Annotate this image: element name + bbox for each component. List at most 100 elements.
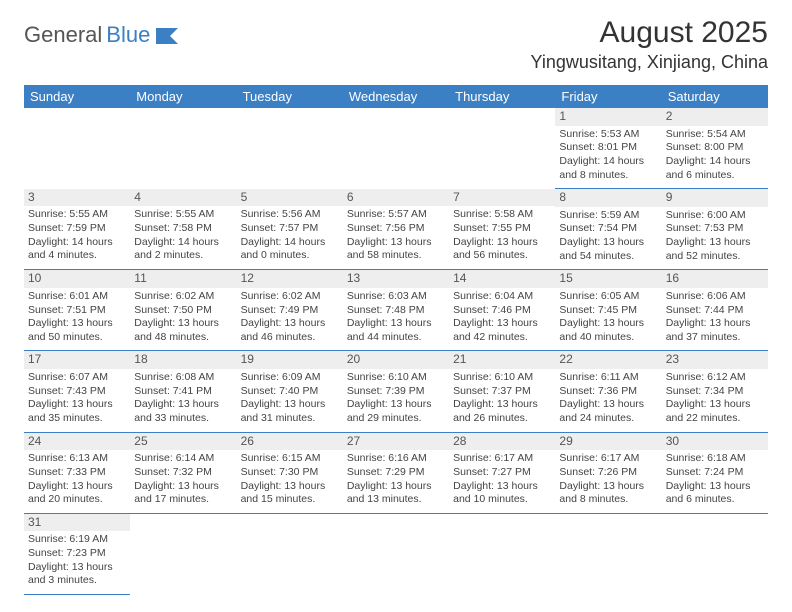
daylight-text: Daylight: 14 hours <box>28 236 126 250</box>
calendar-empty-cell <box>343 108 449 189</box>
daylight-text: Daylight: 13 hours <box>453 317 551 331</box>
sunrise-text: Sunrise: 6:14 AM <box>134 452 232 466</box>
daylight-text: and 26 minutes. <box>453 412 551 426</box>
daylight-text: Daylight: 14 hours <box>241 236 339 250</box>
calendar-empty-cell <box>130 513 236 594</box>
daylight-text: and 33 minutes. <box>134 412 232 426</box>
calendar-day-cell: 29Sunrise: 6:17 AMSunset: 7:26 PMDayligh… <box>555 432 661 513</box>
sunrise-text: Sunrise: 6:00 AM <box>666 209 764 223</box>
day-number: 31 <box>24 514 130 532</box>
sunrise-text: Sunrise: 6:05 AM <box>559 290 657 304</box>
sunset-text: Sunset: 7:23 PM <box>28 547 126 561</box>
sunrise-text: Sunrise: 6:08 AM <box>134 371 232 385</box>
flag-icon <box>156 26 182 44</box>
sunset-text: Sunset: 7:32 PM <box>134 466 232 480</box>
calendar-day-cell: 18Sunrise: 6:08 AMSunset: 7:41 PMDayligh… <box>130 351 236 432</box>
sunset-text: Sunset: 8:01 PM <box>559 141 657 155</box>
daylight-text: Daylight: 13 hours <box>241 317 339 331</box>
sunrise-text: Sunrise: 6:02 AM <box>241 290 339 304</box>
calendar-day-cell: 19Sunrise: 6:09 AMSunset: 7:40 PMDayligh… <box>237 351 343 432</box>
daylight-text: Daylight: 13 hours <box>453 236 551 250</box>
day-number: 25 <box>130 433 236 451</box>
day-number: 27 <box>343 433 449 451</box>
daylight-text: and 8 minutes. <box>559 169 657 183</box>
calendar-week-row: 17Sunrise: 6:07 AMSunset: 7:43 PMDayligh… <box>24 351 768 432</box>
calendar-day-cell: 7Sunrise: 5:58 AMSunset: 7:55 PMDaylight… <box>449 189 555 270</box>
day-number: 10 <box>24 270 130 288</box>
day-number: 26 <box>237 433 343 451</box>
weekday-header: Sunday <box>24 85 130 108</box>
calendar-header-row: SundayMondayTuesdayWednesdayThursdayFrid… <box>24 85 768 108</box>
sunrise-text: Sunrise: 5:54 AM <box>666 128 764 142</box>
sunset-text: Sunset: 7:33 PM <box>28 466 126 480</box>
daylight-text: and 48 minutes. <box>134 331 232 345</box>
sunset-text: Sunset: 7:49 PM <box>241 304 339 318</box>
sunset-text: Sunset: 7:50 PM <box>134 304 232 318</box>
daylight-text: Daylight: 13 hours <box>347 317 445 331</box>
calendar-day-cell: 9Sunrise: 6:00 AMSunset: 7:53 PMDaylight… <box>662 189 768 270</box>
sunset-text: Sunset: 7:36 PM <box>559 385 657 399</box>
calendar-day-cell: 17Sunrise: 6:07 AMSunset: 7:43 PMDayligh… <box>24 351 130 432</box>
calendar-day-cell: 28Sunrise: 6:17 AMSunset: 7:27 PMDayligh… <box>449 432 555 513</box>
sunrise-text: Sunrise: 5:59 AM <box>559 209 657 223</box>
calendar-day-cell: 16Sunrise: 6:06 AMSunset: 7:44 PMDayligh… <box>662 270 768 351</box>
daylight-text: Daylight: 14 hours <box>134 236 232 250</box>
calendar-week-row: 10Sunrise: 6:01 AMSunset: 7:51 PMDayligh… <box>24 270 768 351</box>
calendar-day-cell: 8Sunrise: 5:59 AMSunset: 7:54 PMDaylight… <box>555 189 661 270</box>
sunrise-text: Sunrise: 6:10 AM <box>347 371 445 385</box>
sunset-text: Sunset: 7:30 PM <box>241 466 339 480</box>
day-number: 12 <box>237 270 343 288</box>
calendar-day-cell: 2Sunrise: 5:54 AMSunset: 8:00 PMDaylight… <box>662 108 768 189</box>
daylight-text: and 0 minutes. <box>241 249 339 263</box>
calendar-day-cell: 13Sunrise: 6:03 AMSunset: 7:48 PMDayligh… <box>343 270 449 351</box>
daylight-text: Daylight: 13 hours <box>28 317 126 331</box>
sunrise-text: Sunrise: 6:04 AM <box>453 290 551 304</box>
day-number: 19 <box>237 351 343 369</box>
daylight-text: and 13 minutes. <box>347 493 445 507</box>
day-number: 16 <box>662 270 768 288</box>
daylight-text: Daylight: 13 hours <box>28 398 126 412</box>
sunset-text: Sunset: 7:43 PM <box>28 385 126 399</box>
weekday-header: Friday <box>555 85 661 108</box>
sunrise-text: Sunrise: 6:07 AM <box>28 371 126 385</box>
sunrise-text: Sunrise: 6:17 AM <box>559 452 657 466</box>
calendar-day-cell: 1Sunrise: 5:53 AMSunset: 8:01 PMDaylight… <box>555 108 661 189</box>
day-number: 5 <box>237 189 343 207</box>
daylight-text: and 20 minutes. <box>28 493 126 507</box>
daylight-text: and 58 minutes. <box>347 249 445 263</box>
daylight-text: Daylight: 13 hours <box>241 398 339 412</box>
daylight-text: and 50 minutes. <box>28 331 126 345</box>
day-number: 8 <box>555 189 661 207</box>
weekday-header: Thursday <box>449 85 555 108</box>
daylight-text: and 4 minutes. <box>28 249 126 263</box>
daylight-text: and 52 minutes. <box>666 250 764 264</box>
daylight-text: and 17 minutes. <box>134 493 232 507</box>
day-number: 6 <box>343 189 449 207</box>
sunrise-text: Sunrise: 5:58 AM <box>453 208 551 222</box>
daylight-text: and 3 minutes. <box>28 574 126 588</box>
calendar-empty-cell <box>449 108 555 189</box>
calendar-day-cell: 25Sunrise: 6:14 AMSunset: 7:32 PMDayligh… <box>130 432 236 513</box>
calendar-day-cell: 15Sunrise: 6:05 AMSunset: 7:45 PMDayligh… <box>555 270 661 351</box>
sunrise-text: Sunrise: 6:16 AM <box>347 452 445 466</box>
sunset-text: Sunset: 7:45 PM <box>559 304 657 318</box>
sunrise-text: Sunrise: 6:03 AM <box>347 290 445 304</box>
day-number: 30 <box>662 433 768 451</box>
daylight-text: Daylight: 13 hours <box>559 317 657 331</box>
daylight-text: and 56 minutes. <box>453 249 551 263</box>
daylight-text: and 44 minutes. <box>347 331 445 345</box>
calendar-empty-cell <box>449 513 555 594</box>
calendar-day-cell: 27Sunrise: 6:16 AMSunset: 7:29 PMDayligh… <box>343 432 449 513</box>
sunrise-text: Sunrise: 5:53 AM <box>559 128 657 142</box>
weekday-header: Wednesday <box>343 85 449 108</box>
daylight-text: Daylight: 13 hours <box>347 480 445 494</box>
day-number: 1 <box>555 108 661 126</box>
calendar-day-cell: 31Sunrise: 6:19 AMSunset: 7:23 PMDayligh… <box>24 513 130 594</box>
daylight-text: Daylight: 13 hours <box>559 480 657 494</box>
sunrise-text: Sunrise: 6:12 AM <box>666 371 764 385</box>
calendar-empty-cell <box>555 513 661 594</box>
logo-text-2: Blue <box>106 22 150 48</box>
daylight-text: Daylight: 13 hours <box>453 480 551 494</box>
daylight-text: Daylight: 13 hours <box>134 480 232 494</box>
daylight-text: Daylight: 14 hours <box>666 155 764 169</box>
